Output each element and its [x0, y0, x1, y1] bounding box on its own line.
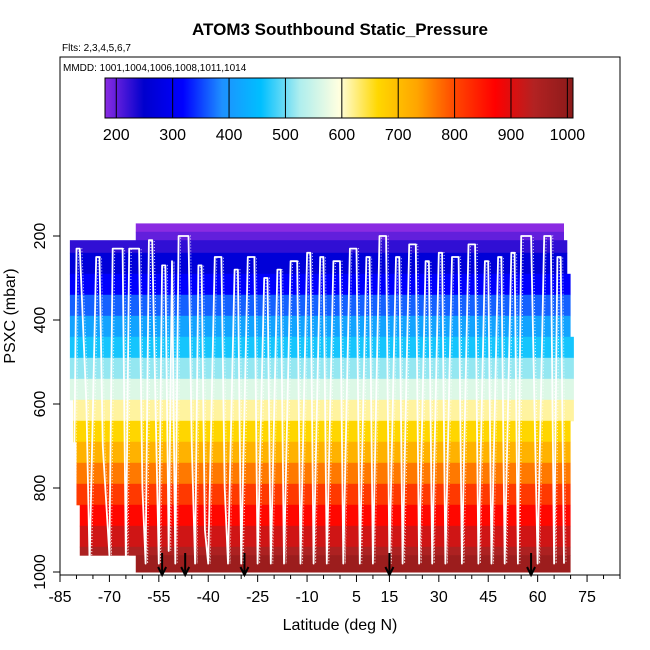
colorbar-tick-label: 200 — [103, 127, 130, 144]
colorbar: 200 300 400 500 600 700 800 900 1000 — [103, 77, 585, 144]
pressure-band — [79, 504, 571, 527]
pressure-bands — [69, 223, 574, 573]
pressure-band — [69, 240, 568, 254]
y-tick-label: 600 — [32, 391, 49, 418]
arrow-head — [157, 566, 168, 578]
pressure-band — [79, 525, 571, 548]
x-axis-label: Latitude (deg N) — [283, 617, 398, 634]
x-tick-label: -10 — [295, 589, 318, 606]
pressure-band — [76, 483, 571, 506]
flight-track — [72, 235, 565, 565]
arrow-head — [239, 566, 250, 578]
y-tick-label: 400 — [32, 307, 49, 334]
pressure-band — [69, 315, 571, 338]
x-tick-label: -85 — [48, 589, 71, 606]
colorbar-tick-label: 300 — [159, 127, 186, 144]
x-axis: -85 -70 -55 -40 -25 -10 5 15 30 45 60 75 — [48, 575, 621, 606]
pressure-band — [73, 399, 574, 422]
x-tick-label: -70 — [98, 589, 121, 606]
y-axis-label: PSXC (mbar) — [2, 268, 19, 363]
x-tick-label: 45 — [479, 589, 497, 606]
pressure-band — [135, 223, 564, 233]
colorbar-tick-label: 500 — [272, 127, 299, 144]
flights-label: Flts: 2,3,4,5,6,7 — [62, 43, 131, 54]
pressure-band — [79, 546, 571, 556]
pressure-band — [135, 231, 564, 241]
colorbar-tick-label: 600 — [328, 127, 355, 144]
colorbar-tick-label: 400 — [216, 127, 243, 144]
y-tick-label: 1000 — [32, 554, 49, 590]
x-tick-label: 60 — [529, 589, 547, 606]
flight-track-dotted — [74, 235, 567, 564]
arrow-head — [526, 566, 536, 578]
arrow-markers — [157, 553, 536, 578]
flight-track-group — [72, 235, 567, 565]
x-tick-label: -40 — [197, 589, 220, 606]
pressure-band — [69, 378, 574, 401]
y-tick-label: 800 — [32, 475, 49, 502]
plot-area — [69, 223, 574, 573]
colorbar-gradient — [104, 77, 574, 119]
arrow-head — [180, 566, 191, 578]
y-tick-label: 200 — [32, 223, 49, 250]
x-tick-label: 5 — [352, 589, 361, 606]
pressure-band — [69, 252, 568, 275]
x-tick-label: -55 — [147, 589, 170, 606]
pressure-band — [69, 294, 571, 317]
colorbar-tick-label: 800 — [441, 127, 468, 144]
x-tick-label: 75 — [578, 589, 596, 606]
dates-label: MMDD: 1001,1004,1006,1008,1011,1014 — [63, 63, 247, 74]
x-tick-label: 30 — [430, 589, 448, 606]
pressure-band — [69, 336, 574, 359]
x-tick-label: 15 — [381, 589, 399, 606]
colorbar-tick-label: 700 — [385, 127, 412, 144]
colorbar-tick-label: 900 — [498, 127, 525, 144]
colorbar-tick-label: 1000 — [550, 127, 586, 144]
pressure-band — [76, 462, 571, 485]
colorbar-ticks: 200 300 400 500 600 700 800 900 1000 — [103, 78, 585, 144]
y-axis: 200 400 600 800 1000 — [32, 223, 60, 590]
pressure-band — [69, 357, 574, 380]
x-tick-label: -25 — [246, 589, 269, 606]
chart-title: ATOM3 Southbound Static_Pressure — [192, 20, 488, 39]
pressure-band — [76, 441, 571, 464]
